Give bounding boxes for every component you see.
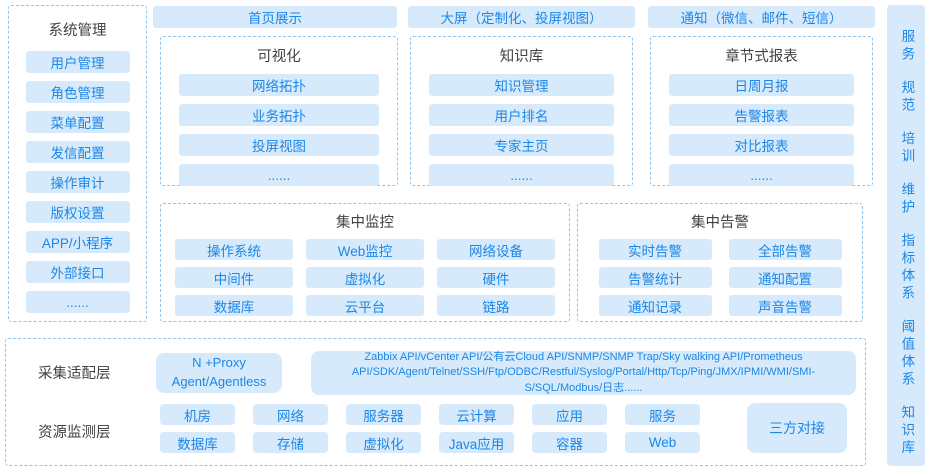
service-bar-item-maintenance: 维护 (899, 182, 915, 217)
central-monitoring-box: 集中监控 操作系统 Web监控 网络设备 中间件 虚拟化 硬件 数据库 云平台 … (160, 203, 570, 322)
chaptered-report-box: 章节式报表 日周月报 告警报表 对比报表 ...... (650, 36, 873, 186)
btn-daily-weekly-monthly-report[interactable]: 日周月报 (669, 74, 854, 96)
btn-cloud-platform[interactable]: 云平台 (306, 295, 424, 316)
btn-virtualization-resource[interactable]: 虚拟化 (346, 432, 421, 453)
btn-storage[interactable]: 存储 (253, 432, 328, 453)
btn-hardware[interactable]: 硬件 (437, 267, 555, 288)
btn-operating-system[interactable]: 操作系统 (175, 239, 293, 260)
btn-business-topology[interactable]: 业务拓扑 (179, 104, 379, 126)
knowledge-base-title: 知识库 (499, 49, 544, 65)
btn-java-app[interactable]: Java应用 (439, 432, 514, 453)
btn-external-interface[interactable]: 外部接口 (25, 261, 130, 283)
knowledge-base-box: 知识库 知识管理 用户排名 专家主页 ...... (410, 36, 633, 186)
btn-web-monitor[interactable]: Web监控 (306, 239, 424, 260)
btn-api-protocols[interactable]: Zabbix API/vCenter API/公有云Cloud API/SNMP… (311, 351, 856, 395)
collection-layer-label: 采集适配层 (38, 366, 111, 382)
service-bar-item-training: 培训 (899, 131, 915, 166)
btn-home-display[interactable]: 首页展示 (153, 6, 397, 28)
btn-report-more[interactable]: ...... (669, 164, 854, 186)
btn-database-monitor[interactable]: 数据库 (175, 295, 293, 316)
btn-notification[interactable]: 通知（微信、邮件、短信） (648, 6, 875, 28)
service-bar-item-knowledge-base: 知识库 (899, 405, 915, 458)
btn-alarm-statistics[interactable]: 告警统计 (598, 267, 712, 288)
btn-network[interactable]: 网络 (253, 404, 328, 425)
btn-link-monitor[interactable]: 链路 (437, 295, 555, 316)
btn-comparison-report[interactable]: 对比报表 (669, 134, 854, 156)
btn-knowledge-management[interactable]: 知识管理 (429, 74, 614, 96)
btn-cloud-computing[interactable]: 云计算 (439, 404, 514, 425)
central-monitoring-grid: 操作系统 Web监控 网络设备 中间件 虚拟化 硬件 数据库 云平台 链路 (161, 239, 569, 316)
service-bar-item-indicator-system: 指标体系 (899, 233, 915, 303)
service-bar-item-service: 服务 (899, 29, 915, 64)
resource-layer-label: 资源监测层 (38, 425, 111, 441)
btn-user-management[interactable]: 用户管理 (25, 51, 130, 73)
btn-role-management[interactable]: 角色管理 (25, 81, 130, 103)
visualization-box: 可视化 网络拓扑 业务拓扑 投屏视图 ...... (160, 36, 398, 186)
btn-server[interactable]: 服务器 (346, 404, 421, 425)
btn-container[interactable]: 容器 (532, 432, 607, 453)
btn-system-more[interactable]: ...... (25, 291, 130, 313)
btn-notify-config[interactable]: 通知配置 (728, 267, 842, 288)
collection-resource-panel: 采集适配层 N +Proxy Agent/Agentless Zabbix AP… (5, 338, 866, 466)
central-alerting-box: 集中告警 实时告警 全部告警 告警统计 通知配置 通知记录 声音告警 (577, 203, 863, 322)
btn-sound-alarm[interactable]: 声音告警 (728, 295, 842, 316)
resource-row-2: 数据库 存储 虚拟化 Java应用 容器 Web (160, 432, 700, 453)
btn-visualization-more[interactable]: ...... (179, 164, 379, 186)
btn-virtualization-monitor[interactable]: 虚拟化 (306, 267, 424, 288)
btn-network-topology[interactable]: 网络拓扑 (179, 74, 379, 96)
service-bar-item-standard: 规范 (899, 80, 915, 115)
btn-mail-config[interactable]: 发信配置 (25, 141, 130, 163)
central-alerting-title: 集中告警 (691, 215, 749, 231)
btn-proxy-agent[interactable]: N +Proxy Agent/Agentless (156, 353, 282, 393)
btn-realtime-alarm[interactable]: 实时告警 (598, 239, 712, 260)
btn-database-resource[interactable]: 数据库 (160, 432, 235, 453)
btn-service[interactable]: 服务 (625, 404, 700, 425)
btn-menu-config[interactable]: 菜单配置 (25, 111, 130, 133)
resource-row-1: 机房 网络 服务器 云计算 应用 服务 (160, 404, 700, 425)
central-monitoring-title: 集中监控 (336, 215, 394, 231)
btn-operation-audit[interactable]: 操作审计 (25, 171, 130, 193)
btn-projection-view[interactable]: 投屏视图 (179, 134, 379, 156)
btn-network-device[interactable]: 网络设备 (437, 239, 555, 260)
btn-server-room[interactable]: 机房 (160, 404, 235, 425)
chaptered-report-title: 章节式报表 (725, 49, 798, 65)
visualization-title: 可视化 (257, 49, 301, 65)
btn-third-party-integration[interactable]: 三方对接 (747, 403, 847, 453)
service-support-bar: 服务 规范 培训 维护 指标体系 阈值体系 知识库 (887, 5, 925, 466)
btn-user-ranking[interactable]: 用户排名 (429, 104, 614, 126)
btn-notify-record[interactable]: 通知记录 (598, 295, 712, 316)
btn-big-screen[interactable]: 大屏（定制化、投屏视图） (408, 6, 635, 28)
btn-expert-homepage[interactable]: 专家主页 (429, 134, 614, 156)
btn-all-alarm[interactable]: 全部告警 (728, 239, 842, 260)
btn-application[interactable]: 应用 (532, 404, 607, 425)
system-management-panel: 系统管理 用户管理 角色管理 菜单配置 发信配置 操作审计 版权设置 APP/小… (8, 5, 147, 322)
btn-middleware[interactable]: 中间件 (175, 267, 293, 288)
btn-app-miniprogram[interactable]: APP/小程序 (25, 231, 130, 253)
btn-alarm-report[interactable]: 告警报表 (669, 104, 854, 126)
service-bar-item-threshold-system: 阈值体系 (899, 319, 915, 389)
btn-knowledge-more[interactable]: ...... (429, 164, 614, 186)
btn-web[interactable]: Web (625, 432, 700, 453)
system-management-title: 系统管理 (48, 23, 107, 39)
btn-copyright-settings[interactable]: 版权设置 (25, 201, 130, 223)
central-alerting-grid: 实时告警 全部告警 告警统计 通知配置 通知记录 声音告警 (578, 239, 862, 316)
